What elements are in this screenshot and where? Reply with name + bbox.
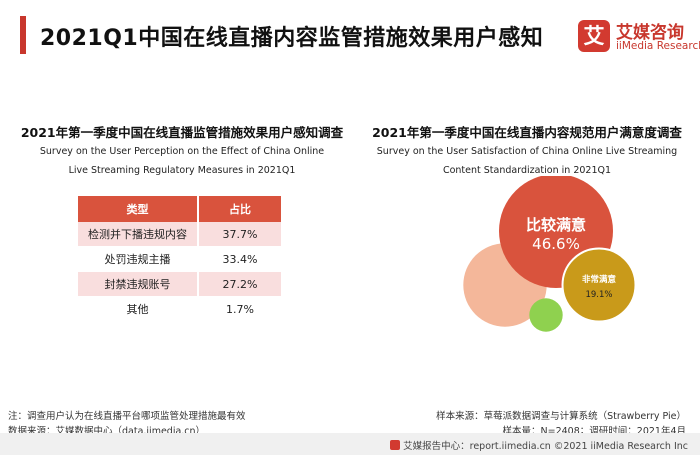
left-panel-title: 2021年第一季度中国在线直播监管措施效果用户感知调查 [20,125,344,140]
title-accent-bar [20,16,26,54]
table-header-row: 类型 占比 [78,196,281,222]
footer-logo-icon [390,440,401,450]
sample-size: 样本量：N=2408；调研时间：2021年4月 [502,426,686,437]
table-cell-share: 1.7% [198,296,281,322]
satisfaction-bubble-chart: 比较满意 46.6% 非常满意 19.1% [463,176,637,332]
right-panel-subtitle-2: Content Standardization in 2021Q1 [442,165,612,176]
logo-mark-icon: 艾 [578,20,610,52]
logo-en-text: iiMedia Research [616,40,700,52]
footer-copyright: 艾媒报告中心：report.iimedia.cn ©2021 iiMedia R… [390,438,688,452]
logo-cn-text: 艾媒咨询 [616,23,684,43]
bubble-very-satisfied [561,247,637,323]
footer-bar: 艾媒报告中心：report.iimedia.cn ©2021 iiMedia R… [0,433,700,455]
footer-copyright-text: 艾媒报告中心：report.iimedia.cn ©2021 iiMedia R… [403,441,688,452]
measures-table: 类型 占比 检测并下播违规内容 37.7% 处罚违规主播 33.4% 封禁违规账… [78,196,281,322]
sample-source: 样本来源：草莓派数据调查与计算系统（Strawberry Pie） [436,411,686,422]
table-row: 其他 1.7% [78,296,281,322]
column-header-type: 类型 [78,196,199,222]
table-cell-share: 37.7% [198,222,281,247]
footnote-source: 数据来源：艾媒数据中心（data.iimedia.cn） [8,426,206,437]
table-cell-type: 检测并下播违规内容 [78,222,199,247]
bubble-label-fairly-satisfied: 比较满意 [526,216,586,234]
table-cell-type: 封禁违规账号 [78,271,199,297]
table-row: 封禁违规账号 27.2% [78,271,281,297]
bubble-label-very-satisfied: 非常满意 [582,274,617,285]
bubble-other-small [529,298,563,332]
bubble-value-fairly-satisfied: 46.6% [532,235,580,253]
bubble-value-very-satisfied: 19.1% [585,290,612,300]
page-title: 2021Q1中国在线直播内容监管措施效果用户感知 [40,26,544,51]
table-cell-share: 33.4% [198,246,281,272]
right-panel-subtitle-1: Survey on the User Satisfaction of China… [376,146,678,157]
left-panel-subtitle-1: Survey on the User Perception on the Eff… [39,146,325,157]
left-panel-subtitle-2: Live Streaming Regulatory Measures in 20… [68,165,296,176]
table-row: 处罚违规主播 33.4% [78,246,281,272]
table-row: 检测并下播违规内容 37.7% [78,222,281,247]
footnote-note: 注：调查用户认为在线直播平台哪项监管处理措施最有效 [8,411,246,422]
table-cell-share: 27.2% [198,271,281,297]
iimedia-logo: 艾 艾媒咨询 iiMedia Research [578,18,700,58]
right-panel-title: 2021年第一季度中国在线直播内容规范用户满意度调查 [372,125,682,140]
table-cell-type: 处罚违规主播 [78,246,199,272]
table-cell-type: 其他 [78,296,199,322]
column-header-share: 占比 [198,196,281,222]
